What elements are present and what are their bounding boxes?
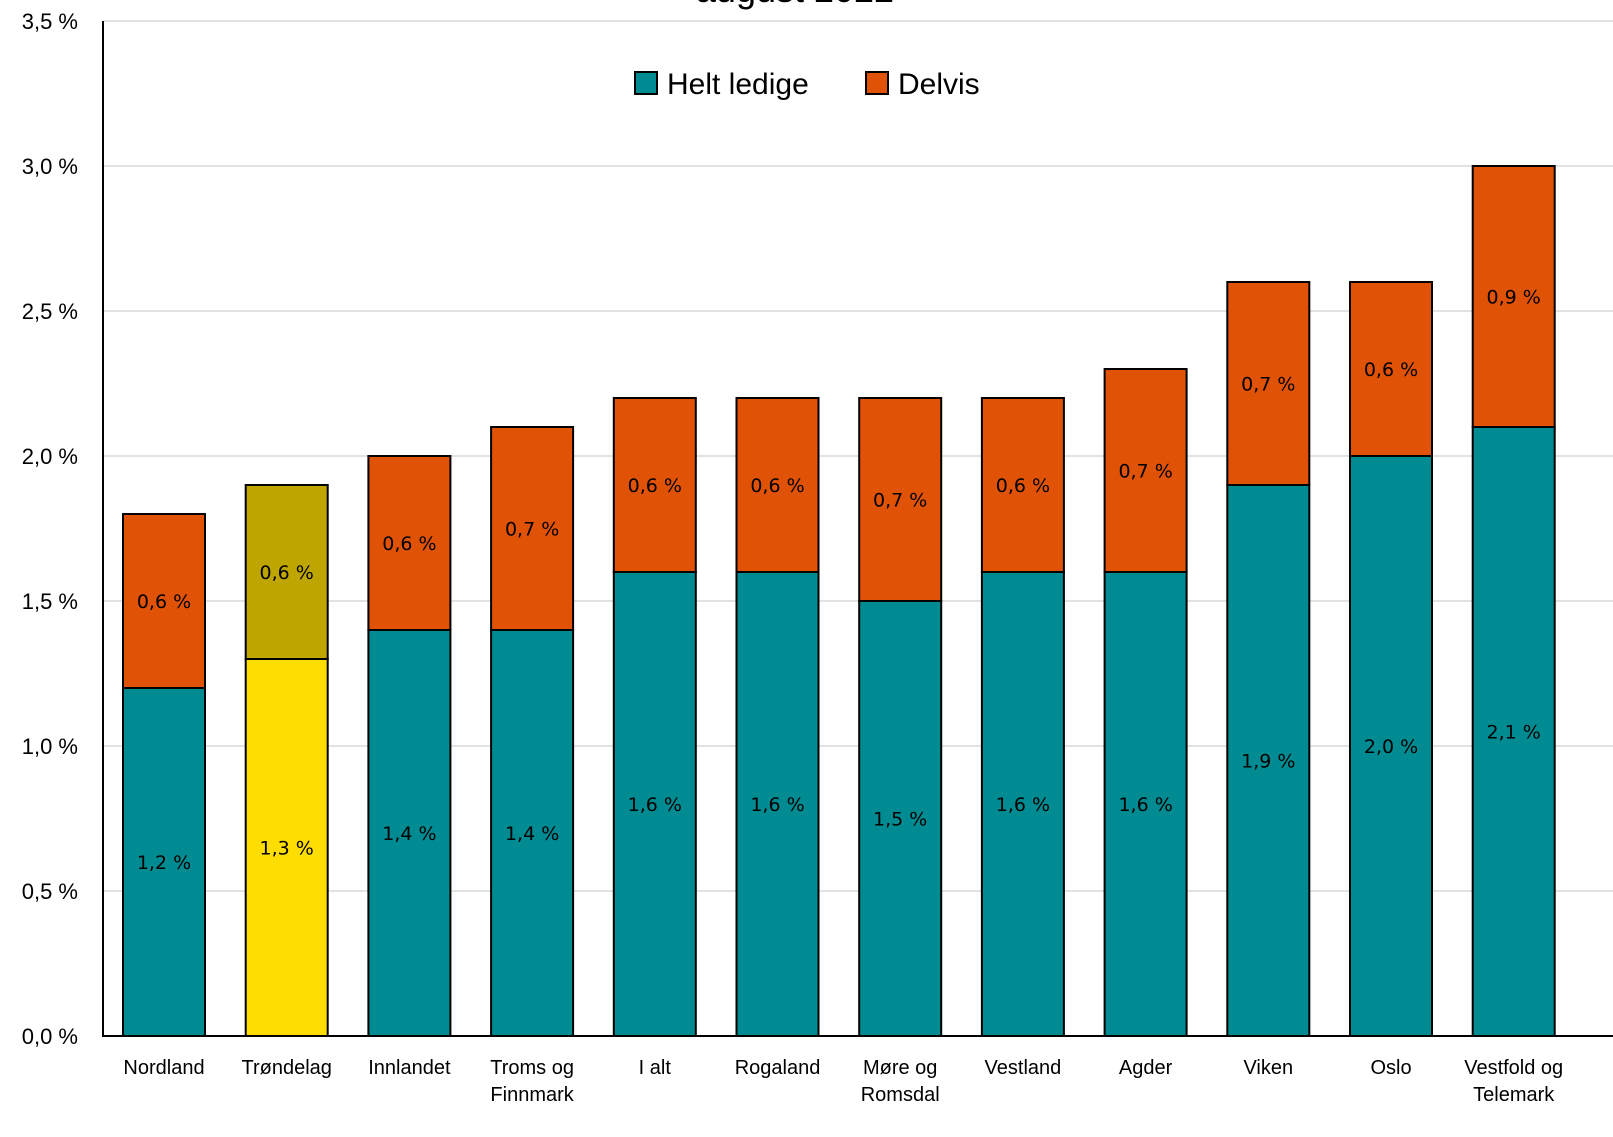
data-label-delvis: 0,7 % — [873, 490, 927, 512]
x-tick-label: Romsdal — [861, 1084, 940, 1106]
bar-delvis — [735, 397, 820, 573]
x-tick-label: Vestland — [985, 1057, 1062, 1079]
legend-swatch-helt-ledige — [634, 71, 658, 95]
data-label-helt-ledige: 1,6 % — [628, 794, 682, 816]
bar-helt-ledige — [1349, 455, 1433, 1037]
data-label-helt-ledige: 1,9 % — [1241, 751, 1295, 773]
data-label-helt-ledige: 1,4 % — [505, 823, 559, 845]
data-label-delvis: 0,6 % — [996, 475, 1050, 497]
data-label-delvis: 0,9 % — [1487, 287, 1541, 309]
bar-delvis — [122, 513, 206, 689]
data-label-helt-ledige: 1,2 % — [137, 852, 191, 874]
x-tick-label: Rogaland — [735, 1057, 821, 1079]
bar-helt-ledige — [490, 629, 575, 1037]
bar-helt-ledige — [1103, 571, 1188, 1037]
x-tick-label: Telemark — [1473, 1084, 1555, 1106]
y-tick-label: 3,0 % — [22, 154, 78, 179]
bar-delvis — [1471, 165, 1556, 428]
data-label-helt-ledige: 1,6 % — [750, 794, 804, 816]
data-label-helt-ledige: 1,6 % — [1118, 794, 1172, 816]
bar-delvis — [1103, 368, 1188, 573]
bar-helt-ledige — [1226, 484, 1311, 1037]
x-tick-label: Møre og — [863, 1057, 937, 1079]
bar-delvis — [980, 397, 1065, 573]
y-tick-label: 0,5 % — [22, 879, 78, 904]
bar-delvis — [1226, 281, 1311, 486]
data-label-delvis: 0,7 % — [1241, 374, 1295, 396]
bar-helt-ledige — [1471, 426, 1556, 1037]
x-tick-label: Vestfold og — [1464, 1057, 1563, 1079]
legend-label-helt-ledige: Helt ledige — [667, 68, 809, 101]
x-tick-label: Agder — [1119, 1057, 1173, 1079]
bar-helt-ledige — [735, 571, 820, 1037]
y-tick-label: 3,5 % — [22, 9, 78, 34]
x-tick-label: Nordland — [123, 1057, 204, 1079]
chart-title: august 2022 — [696, 0, 894, 10]
data-label-delvis: 0,7 % — [1118, 461, 1172, 483]
x-tick-label: Troms og — [490, 1057, 574, 1079]
bar-delvis — [490, 426, 575, 631]
data-label-delvis: 0,6 % — [1364, 359, 1418, 381]
x-tick-label: I alt — [639, 1057, 672, 1079]
y-tick-label: 1,0 % — [22, 734, 78, 759]
data-label-delvis: 0,6 % — [382, 533, 436, 555]
x-tick-label: Innlandet — [368, 1057, 451, 1079]
data-label-helt-ledige: 1,5 % — [873, 809, 927, 831]
legend-swatch-delvis — [865, 71, 889, 95]
x-tick-label: Oslo — [1370, 1057, 1411, 1079]
y-tick-label: 0,0 % — [22, 1024, 78, 1049]
bar-delvis — [612, 397, 697, 573]
bar-helt-ledige — [244, 658, 329, 1037]
x-tick-label: Viken — [1243, 1057, 1293, 1079]
legend-label-delvis: Delvis — [898, 68, 980, 101]
data-label-delvis: 0,7 % — [505, 519, 559, 541]
bar-delvis — [858, 397, 943, 602]
x-tick-label: Finnmark — [490, 1084, 574, 1106]
x-tick-label: Trøndelag — [241, 1057, 331, 1079]
bar-delvis — [367, 455, 452, 631]
data-label-helt-ledige: 1,4 % — [382, 823, 436, 845]
bar-delvis — [244, 484, 329, 660]
data-label-delvis: 0,6 % — [260, 562, 314, 584]
y-tick-label: 2,5 % — [22, 299, 78, 324]
y-tick-label: 2,0 % — [22, 444, 78, 469]
bar-delvis — [1349, 281, 1433, 457]
data-label-delvis: 0,6 % — [628, 475, 682, 497]
data-label-helt-ledige: 1,6 % — [996, 794, 1050, 816]
bar-helt-ledige — [367, 629, 452, 1037]
bar-helt-ledige — [980, 571, 1065, 1037]
data-label-delvis: 0,6 % — [750, 475, 804, 497]
data-label-helt-ledige: 1,3 % — [260, 838, 314, 860]
data-label-helt-ledige: 2,1 % — [1487, 722, 1541, 744]
data-label-delvis: 0,6 % — [137, 591, 191, 613]
bar-helt-ledige — [858, 600, 943, 1037]
data-label-helt-ledige: 2,0 % — [1364, 736, 1418, 758]
y-tick-label: 1,5 % — [22, 589, 78, 614]
